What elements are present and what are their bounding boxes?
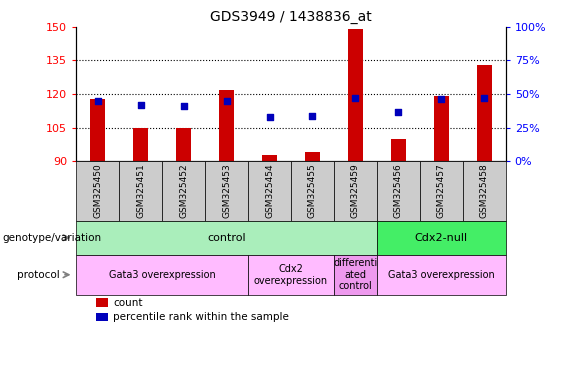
Text: Gata3 overexpression: Gata3 overexpression — [388, 270, 494, 280]
Point — [351, 95, 360, 101]
Bar — [305, 152, 320, 161]
Text: GSM325450: GSM325450 — [93, 164, 102, 218]
Text: GSM325458: GSM325458 — [480, 164, 489, 218]
Bar — [219, 89, 234, 161]
Point — [222, 98, 231, 104]
Bar — [133, 127, 148, 161]
Text: control: control — [207, 233, 246, 243]
Text: GSM325459: GSM325459 — [351, 164, 360, 218]
Text: GSM325457: GSM325457 — [437, 164, 446, 218]
Text: differenti
ated
control: differenti ated control — [333, 258, 377, 291]
Text: Cdx2-null: Cdx2-null — [415, 233, 468, 243]
Text: Gata3 overexpression: Gata3 overexpression — [109, 270, 215, 280]
Text: GSM325454: GSM325454 — [265, 164, 274, 218]
Text: percentile rank within the sample: percentile rank within the sample — [113, 312, 289, 322]
Point — [308, 113, 317, 119]
Bar — [176, 127, 191, 161]
Text: GSM325451: GSM325451 — [136, 164, 145, 218]
Bar — [262, 155, 277, 161]
Text: GSM325455: GSM325455 — [308, 164, 317, 218]
Text: GSM325456: GSM325456 — [394, 164, 403, 218]
Point — [93, 98, 102, 104]
Text: GSM325452: GSM325452 — [179, 164, 188, 218]
Point — [265, 114, 274, 120]
Bar — [477, 65, 492, 161]
Point — [136, 102, 145, 108]
Text: GSM325453: GSM325453 — [222, 164, 231, 218]
Point — [179, 103, 188, 109]
Text: protocol: protocol — [17, 270, 60, 280]
Title: GDS3949 / 1438836_at: GDS3949 / 1438836_at — [210, 10, 372, 25]
Text: genotype/variation: genotype/variation — [3, 233, 102, 243]
Text: count: count — [113, 298, 142, 308]
Point — [394, 109, 403, 115]
Bar — [434, 96, 449, 161]
Text: Cdx2
overexpression: Cdx2 overexpression — [254, 264, 328, 286]
Point — [480, 95, 489, 101]
Point — [437, 96, 446, 103]
Bar — [90, 99, 105, 161]
Bar — [348, 29, 363, 161]
Bar — [391, 139, 406, 161]
